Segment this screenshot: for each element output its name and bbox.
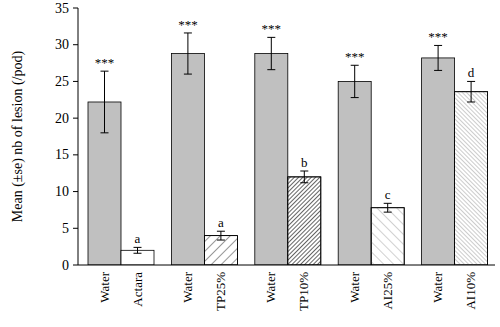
significance-label: *** (345, 49, 365, 64)
y-tick (73, 265, 78, 266)
bar-hatch (371, 208, 404, 265)
bar (338, 81, 371, 265)
y-tick-label: 0 (62, 258, 69, 273)
significance-label: d (468, 65, 475, 80)
x-tick-label: TP10% (296, 272, 311, 311)
y-tick-label: 5 (62, 221, 69, 236)
y-tick-label: 25 (55, 74, 69, 89)
significance-label: *** (262, 21, 282, 36)
significance-label: *** (428, 29, 448, 44)
x-tick-label: Actara (130, 272, 145, 307)
x-tick-label: Water (180, 271, 195, 302)
x-tick-label: AI10% (463, 272, 478, 310)
y-axis-line (78, 8, 79, 265)
y-tick-label: 35 (55, 1, 69, 16)
y-axis-label: Mean (±se) nb of lesion (/pod) (10, 50, 26, 222)
bar (204, 236, 237, 265)
bars (88, 33, 488, 265)
bar (422, 58, 455, 265)
error-bar (351, 65, 359, 97)
error-bar (467, 81, 475, 102)
bar (171, 54, 204, 265)
significance-label: *** (95, 55, 115, 70)
chart: 0 5 10 15 20 25 30 35 *** a *** a *** b *** c *** d Water A… (0, 0, 500, 327)
x-axis-line (78, 265, 495, 266)
chart-container: 0 5 10 15 20 25 30 35 *** a *** a *** b *** c *** d Water A… (0, 0, 500, 327)
y-tick (73, 118, 78, 119)
y-tick (73, 228, 78, 229)
x-tick-label: AI25% (380, 272, 395, 310)
bar (371, 208, 404, 265)
bar (288, 177, 321, 265)
significance-label: b (301, 155, 308, 170)
error-bar (384, 203, 392, 212)
bar-hatch (455, 92, 488, 265)
bar-hatch (288, 177, 321, 265)
significance-label: *** (178, 17, 198, 32)
y-tick-label: 30 (55, 37, 69, 52)
x-tick-label: Water (263, 271, 278, 302)
y-tick-label: 15 (55, 147, 69, 162)
bar (255, 54, 288, 265)
significance-label: a (218, 215, 224, 230)
x-tick-label: Water (347, 271, 362, 302)
x-axis: Water Actara Water TP25% Water TP10% Water AI25… (97, 271, 479, 311)
error-bar (134, 247, 142, 253)
error-bar (300, 171, 308, 183)
x-tick-label: Water (430, 271, 445, 302)
y-tick-label: 20 (55, 111, 69, 126)
y-axis: 0 5 10 15 20 25 30 35 (55, 1, 78, 273)
y-tick (73, 44, 78, 45)
bar-hatch (204, 236, 237, 265)
y-tick (73, 8, 78, 9)
y-tick (73, 191, 78, 192)
error-bar (101, 71, 109, 133)
significance-label: a (135, 231, 141, 246)
annotations: *** a *** a *** b *** c *** d (95, 17, 475, 246)
y-tick (73, 154, 78, 155)
error-bar (267, 37, 275, 69)
error-bar (184, 33, 192, 74)
bar (455, 92, 488, 265)
significance-label: c (385, 187, 391, 202)
error-bar (434, 45, 442, 70)
y-tick (73, 81, 78, 82)
error-bar (217, 231, 225, 240)
x-tick-label: TP25% (213, 272, 228, 311)
y-tick-label: 10 (55, 184, 69, 199)
x-tick-label: Water (97, 271, 112, 302)
